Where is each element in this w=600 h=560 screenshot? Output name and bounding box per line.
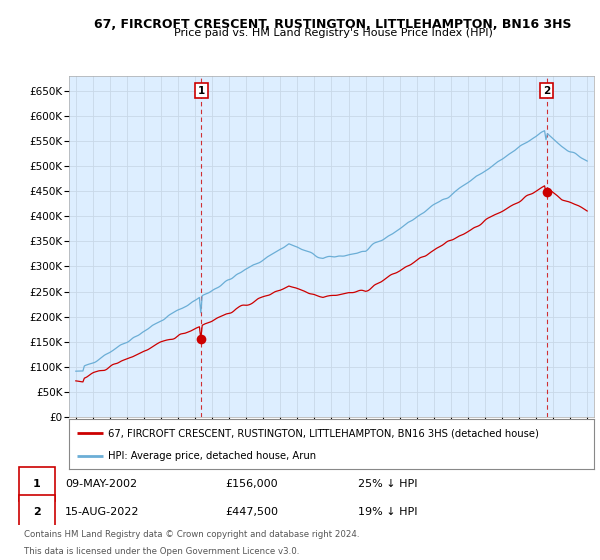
Text: Price paid vs. HM Land Registry's House Price Index (HPI): Price paid vs. HM Land Registry's House … bbox=[173, 28, 493, 38]
Text: 25% ↓ HPI: 25% ↓ HPI bbox=[358, 479, 418, 489]
Text: 67, FIRCROFT CRESCENT, RUSTINGTON, LITTLEHAMPTON, BN16 3HS: 67, FIRCROFT CRESCENT, RUSTINGTON, LITTL… bbox=[94, 18, 572, 31]
FancyBboxPatch shape bbox=[19, 466, 55, 502]
Text: 2: 2 bbox=[543, 86, 550, 96]
Text: 19% ↓ HPI: 19% ↓ HPI bbox=[358, 507, 418, 517]
Text: Contains HM Land Registry data © Crown copyright and database right 2024.: Contains HM Land Registry data © Crown c… bbox=[24, 530, 359, 539]
Text: 1: 1 bbox=[197, 86, 205, 96]
FancyBboxPatch shape bbox=[19, 494, 55, 529]
Text: £156,000: £156,000 bbox=[226, 479, 278, 489]
Text: 2: 2 bbox=[33, 507, 41, 517]
Text: 09-MAY-2002: 09-MAY-2002 bbox=[65, 479, 137, 489]
Text: HPI: Average price, detached house, Arun: HPI: Average price, detached house, Arun bbox=[109, 451, 317, 461]
Text: 67, FIRCROFT CRESCENT, RUSTINGTON, LITTLEHAMPTON, BN16 3HS (detached house): 67, FIRCROFT CRESCENT, RUSTINGTON, LITTL… bbox=[109, 428, 539, 438]
Text: 1: 1 bbox=[33, 479, 41, 489]
Text: This data is licensed under the Open Government Licence v3.0.: This data is licensed under the Open Gov… bbox=[24, 548, 299, 557]
Text: £447,500: £447,500 bbox=[226, 507, 278, 517]
Text: 15-AUG-2022: 15-AUG-2022 bbox=[65, 507, 140, 517]
